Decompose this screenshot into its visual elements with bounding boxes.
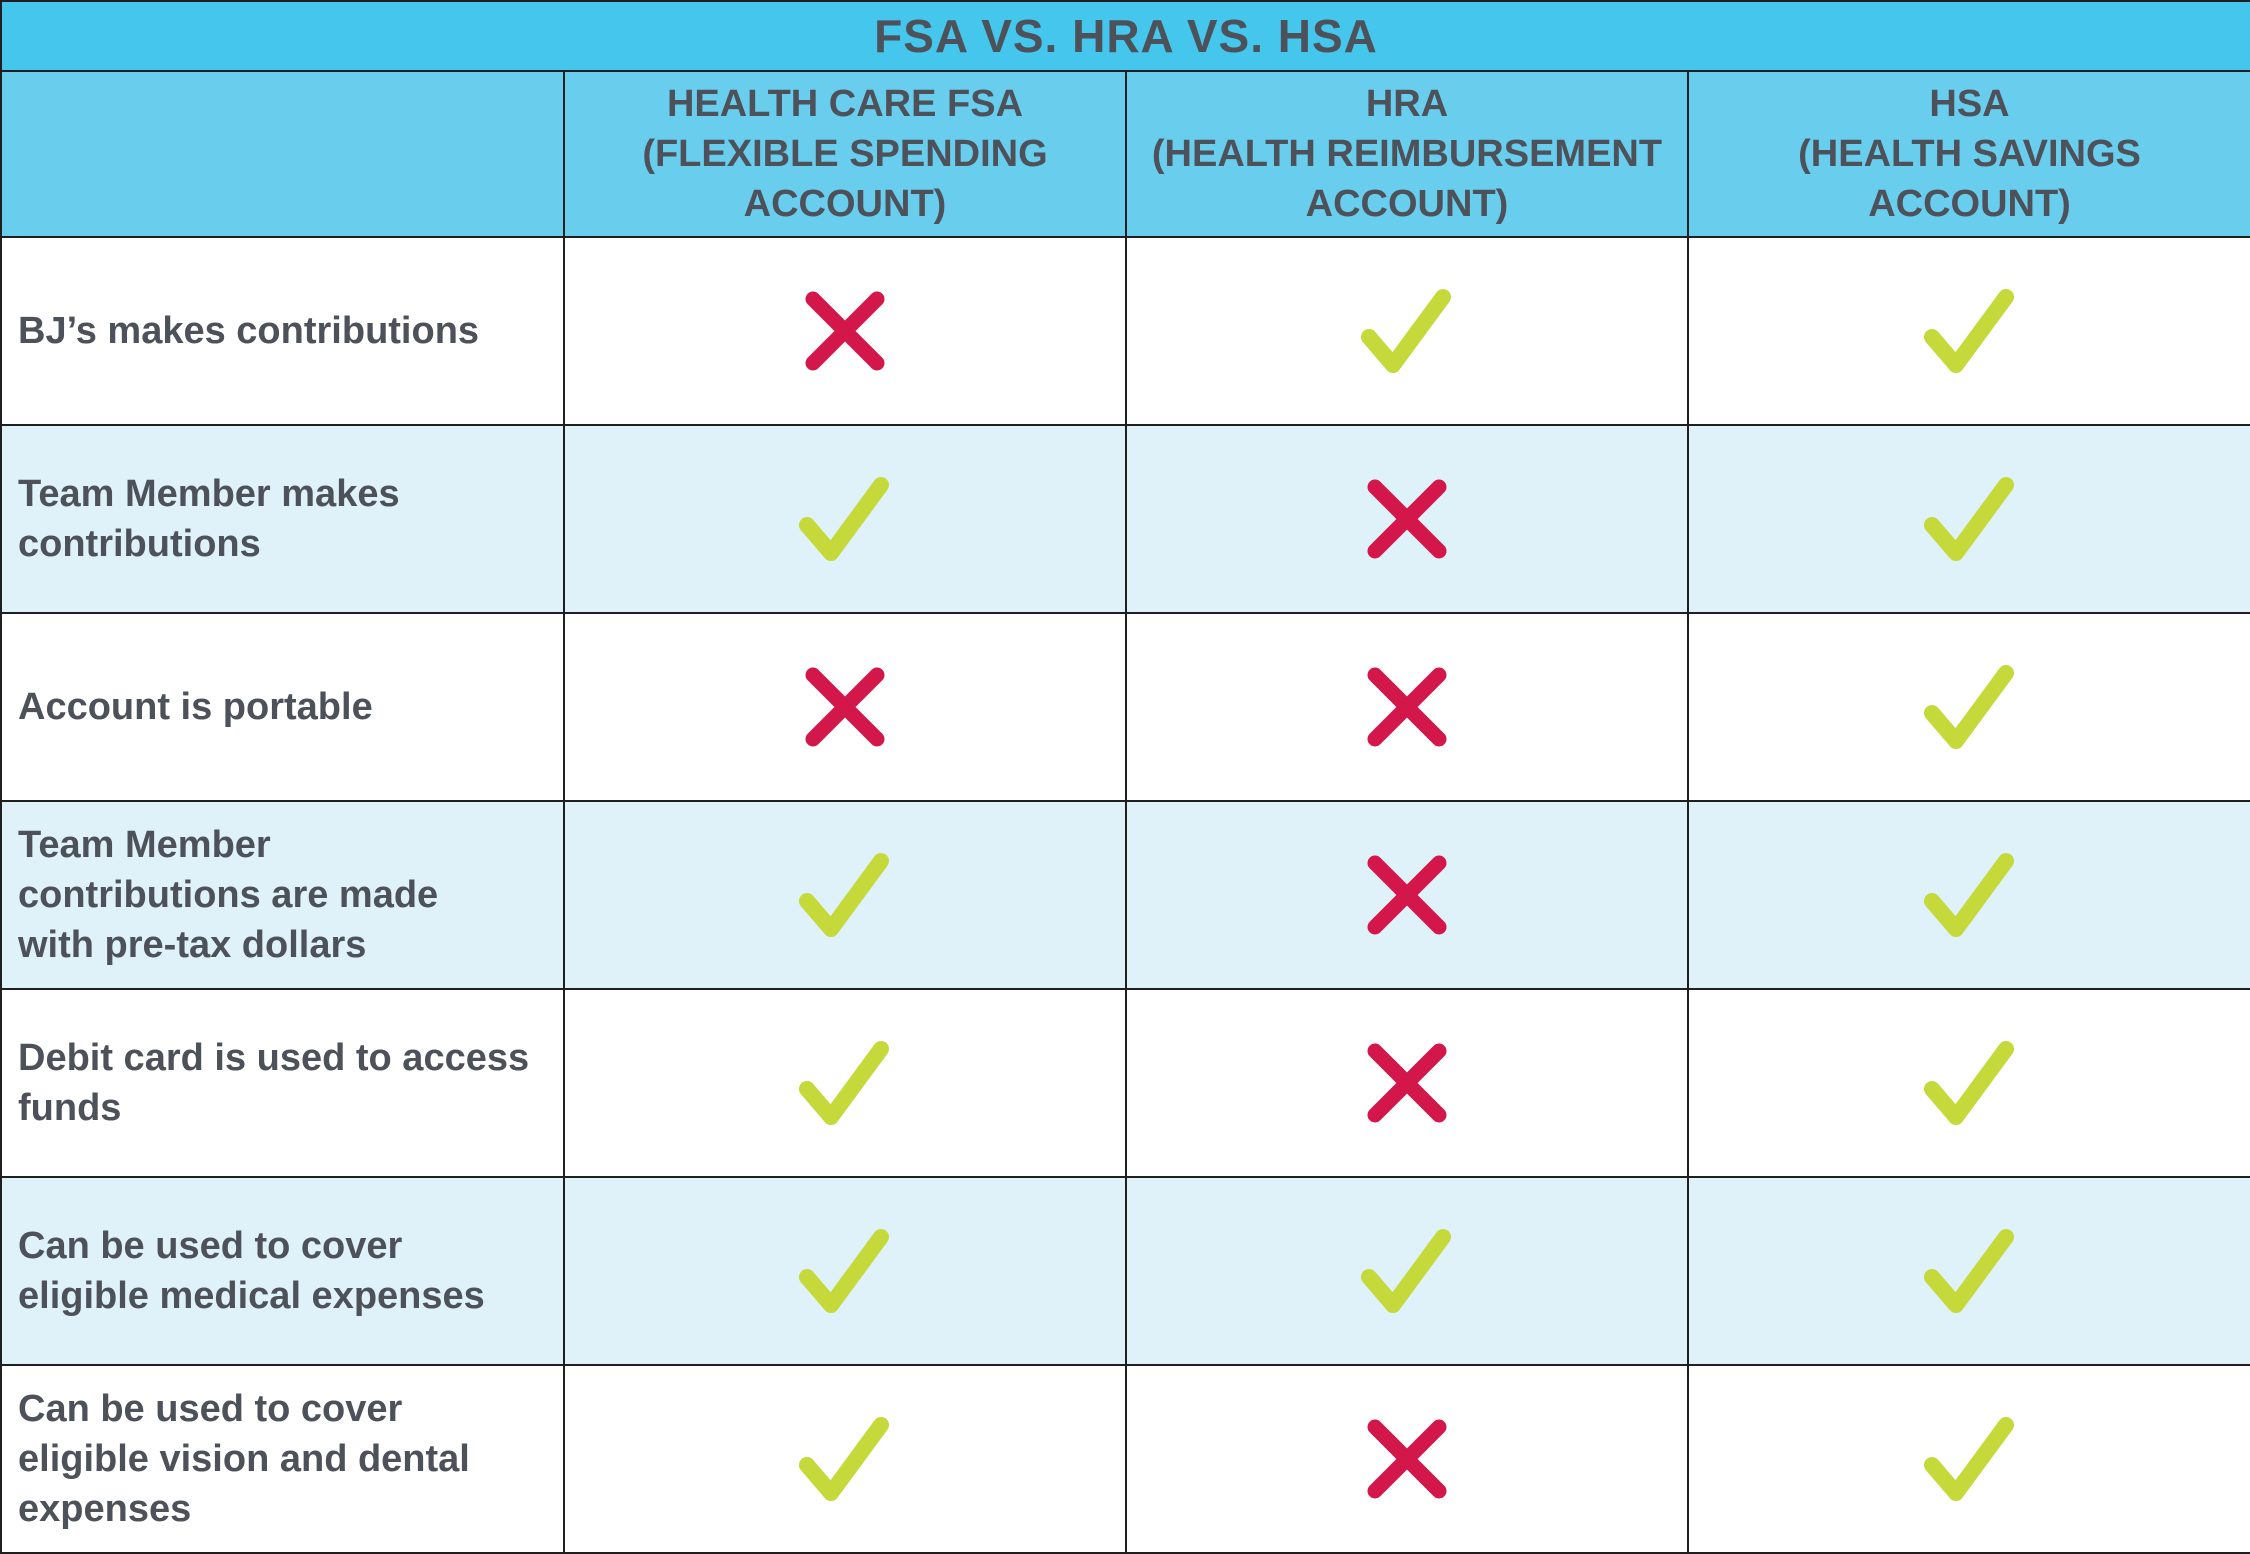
table-title: FSA VS. HRA VS. HSA — [0, 0, 2250, 72]
check-icon — [1361, 289, 1451, 373]
cell-fsa — [563, 1176, 1127, 1366]
x-icon — [805, 291, 885, 371]
cell-hsa — [1686, 1364, 2250, 1554]
x-icon — [1367, 1419, 1447, 1499]
x-icon — [1367, 855, 1447, 935]
cell-hsa — [1686, 988, 2250, 1178]
table-row: Can be used to cover eligible vision and… — [0, 1364, 2250, 1554]
x-icon — [1367, 479, 1447, 559]
check-icon — [1923, 853, 2014, 937]
check-icon — [1923, 665, 2014, 749]
row-label: Team Member makes contributions — [0, 424, 565, 614]
column-header-hra: HRA (HEALTH REIMBURSEMENT ACCOUNT) — [1125, 70, 1689, 238]
check-icon — [1923, 1041, 2014, 1125]
check-icon — [799, 1229, 889, 1313]
table-row: Team Member contributions are made with … — [0, 800, 2250, 990]
cell-fsa — [563, 424, 1127, 614]
table-row: Account is portable — [0, 612, 2250, 802]
cell-hsa — [1686, 236, 2250, 426]
cell-hsa — [1686, 424, 2250, 614]
row-label: Team Member contributions are made with … — [0, 800, 565, 990]
check-icon — [799, 853, 889, 937]
cell-hsa — [1686, 800, 2250, 990]
cell-hra — [1125, 800, 1689, 990]
check-icon — [1923, 1417, 2014, 1501]
row-label: Can be used to cover eligible medical ex… — [0, 1176, 565, 1366]
header-empty-cell — [0, 70, 565, 238]
table-row: Team Member makes contributions — [0, 424, 2250, 614]
x-icon — [1367, 667, 1447, 747]
table-body: BJ’s makes contributions Team Member make… — [0, 236, 2250, 1554]
cell-hra — [1125, 236, 1689, 426]
cell-fsa — [563, 800, 1127, 990]
cell-hra — [1125, 424, 1689, 614]
cell-fsa — [563, 236, 1127, 426]
cell-fsa — [563, 612, 1127, 802]
check-icon — [799, 477, 889, 561]
row-label: Can be used to cover eligible vision and… — [0, 1364, 565, 1554]
check-icon — [1361, 1229, 1451, 1313]
cell-hra — [1125, 988, 1689, 1178]
column-header-fsa: HEALTH CARE FSA (FLEXIBLE SPENDING ACCOU… — [563, 70, 1127, 238]
table-row: Debit card is used to access funds — [0, 988, 2250, 1178]
header-row: HEALTH CARE FSA (FLEXIBLE SPENDING ACCOU… — [0, 70, 2250, 238]
column-header-hsa: HSA (HEALTH SAVINGS ACCOUNT) — [1686, 70, 2250, 238]
cell-hsa — [1686, 612, 2250, 802]
row-label: Account is portable — [0, 612, 565, 802]
cell-fsa — [563, 988, 1127, 1178]
check-icon — [799, 1417, 889, 1501]
cell-fsa — [563, 1364, 1127, 1554]
x-icon — [1367, 1043, 1447, 1123]
check-icon — [1923, 289, 2014, 373]
check-icon — [1923, 477, 2014, 561]
cell-hra — [1125, 612, 1689, 802]
x-icon — [805, 667, 885, 747]
cell-hsa — [1686, 1176, 2250, 1366]
cell-hra — [1125, 1364, 1689, 1554]
cell-hra — [1125, 1176, 1689, 1366]
check-icon — [1923, 1229, 2014, 1313]
table-row: BJ’s makes contributions — [0, 236, 2250, 426]
title-row: FSA VS. HRA VS. HSA — [0, 0, 2250, 72]
row-label: Debit card is used to access funds — [0, 988, 565, 1178]
table-row: Can be used to cover eligible medical ex… — [0, 1176, 2250, 1366]
row-label: BJ’s makes contributions — [0, 236, 565, 426]
check-icon — [799, 1041, 889, 1125]
